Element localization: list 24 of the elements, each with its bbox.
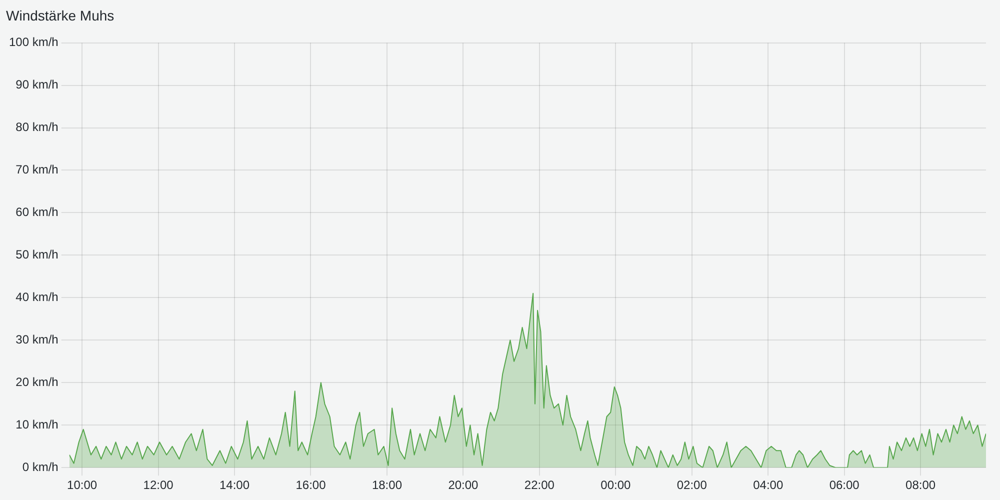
y-tick-label: 40 km/h: [16, 290, 58, 304]
x-tick-label: 22:00: [524, 478, 555, 492]
x-tick-label: 08:00: [906, 478, 936, 492]
y-tick-label: 70 km/h: [16, 162, 58, 177]
chart-title: Windstärke Muhs: [6, 7, 114, 24]
x-tick-label: 20:00: [448, 478, 479, 492]
x-tick-label: 06:00: [829, 478, 860, 492]
y-tick-label: 20 km/h: [16, 374, 58, 389]
x-tick-label: 14:00: [220, 478, 250, 492]
y-tick-label: 30 km/h: [16, 332, 58, 346]
x-tick-label: 02:00: [676, 478, 708, 492]
x-tick-label: 00:00: [600, 478, 631, 492]
y-tick-label: 50 km/h: [16, 248, 58, 262]
y-tick-label: 10 km/h: [16, 417, 58, 432]
x-tick-label: 16:00: [296, 478, 326, 492]
x-tick-label: 10:00: [67, 478, 98, 492]
y-tick-label: 60 km/h: [16, 205, 58, 220]
x-tick-label: 04:00: [753, 478, 784, 492]
y-tick-label: 90 km/h: [16, 78, 58, 92]
x-tick-label: 18:00: [372, 478, 402, 492]
y-tick-label: 0 km/h: [22, 460, 58, 474]
x-tick-label: 12:00: [143, 478, 174, 492]
y-tick-label: 100 km/h: [9, 35, 58, 50]
y-tick-label: 80 km/h: [16, 120, 58, 134]
